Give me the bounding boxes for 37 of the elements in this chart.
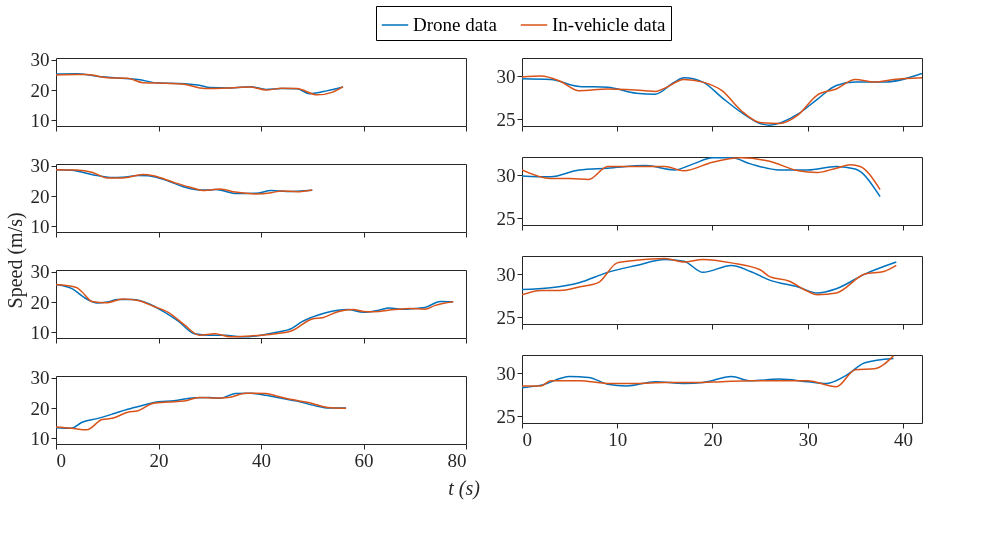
y-axis-title: Speed (m/s) [3, 212, 27, 309]
y-tick-label: 20 [30, 397, 50, 419]
x-tick-label: 10 [608, 428, 628, 450]
line-series [522, 157, 881, 191]
y-tick-label: 30 [496, 65, 516, 87]
y-tick-label: 30 [30, 155, 50, 177]
y-tick-label: 20 [30, 185, 50, 207]
x-tick-label: 20 [703, 428, 723, 450]
y-tick-label: 30 [496, 164, 516, 186]
x-tick-label: 0 [522, 428, 532, 450]
x-tick-label: 0 [56, 449, 66, 471]
y-tick-label: 25 [496, 405, 516, 427]
line-series [56, 168, 313, 195]
legend-label: Drone data [413, 14, 498, 35]
y-tick-label: 30 [496, 362, 516, 384]
x-tick-label: 80 [447, 449, 467, 471]
y-tick-label: 10 [30, 109, 50, 131]
y-tick-label: 30 [30, 49, 50, 71]
y-tick-label: 30 [496, 263, 516, 285]
x-tick-label: 30 [798, 428, 818, 450]
y-tick-label: 10 [30, 215, 50, 237]
y-tick-label: 30 [30, 261, 50, 283]
x-tick-label: 20 [149, 449, 169, 471]
y-tick-label: 20 [30, 291, 50, 313]
line-series [56, 283, 454, 338]
y-tick-label: 30 [30, 367, 50, 389]
y-tick-label: 25 [496, 207, 516, 229]
x-axis-title: t (s) [448, 476, 481, 500]
y-tick-label: 25 [496, 306, 516, 328]
y-tick-label: 10 [30, 321, 50, 343]
x-tick-label: 60 [354, 449, 374, 471]
line-series [522, 157, 881, 198]
y-tick-label: 25 [496, 108, 516, 130]
x-tick-label: 40 [252, 449, 271, 471]
x-tick-label: 40 [893, 428, 913, 450]
legend-label: In-vehicle data [552, 14, 666, 35]
y-tick-label: 20 [30, 79, 50, 101]
